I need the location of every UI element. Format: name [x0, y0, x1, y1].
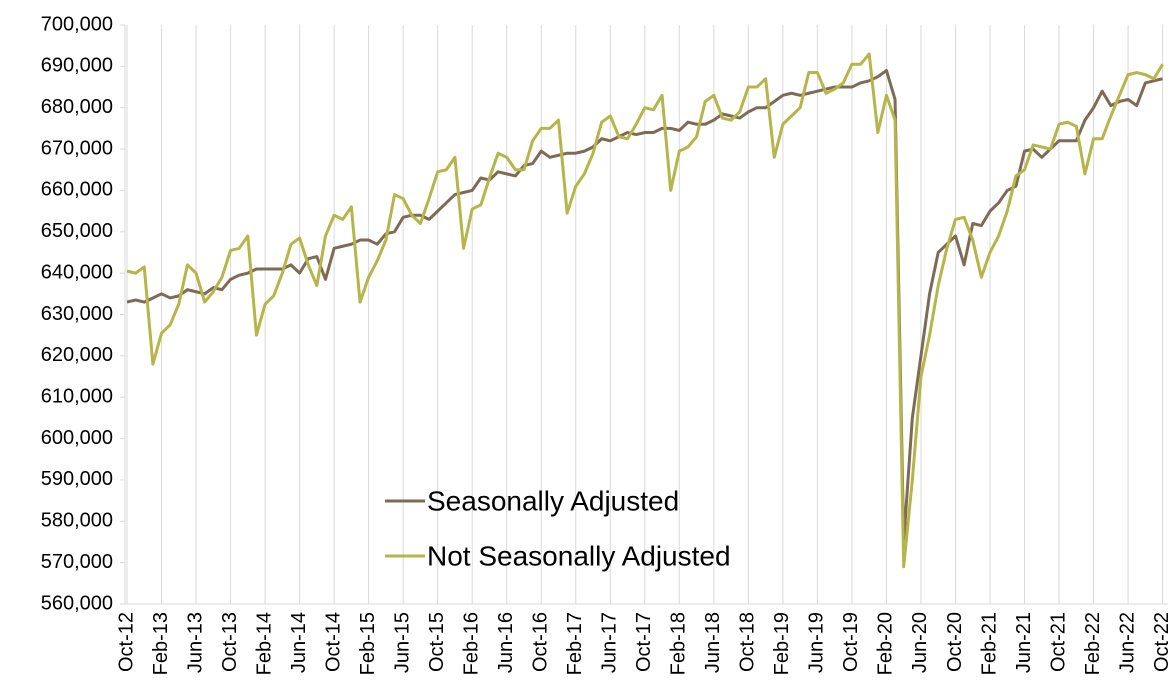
x-tick-label: Feb-17: [564, 612, 586, 675]
y-tick-label: 560,000: [41, 592, 113, 614]
x-tick-label: Oct-14: [322, 612, 344, 672]
y-tick-label: 690,000: [41, 55, 113, 77]
x-tick-label: Oct-17: [633, 612, 655, 672]
y-tick-label: 650,000: [41, 220, 113, 242]
legend-label: Seasonally Adjusted: [427, 485, 679, 516]
series-line: [126, 52, 1164, 569]
x-tick-label: Oct-15: [426, 612, 448, 672]
y-tick-label: 610,000: [41, 385, 113, 407]
x-tick-label: Oct-21: [1047, 612, 1069, 672]
x-tick-label: Oct-12: [115, 612, 137, 672]
y-tick-label: 680,000: [41, 96, 113, 118]
x-tick-label: Feb-14: [253, 612, 275, 675]
x-tick-label: Jun-21: [1013, 612, 1035, 673]
x-tick-label: Feb-19: [771, 612, 793, 675]
y-tick-label: 660,000: [41, 179, 113, 201]
y-tick-label: 580,000: [41, 510, 113, 532]
y-tick-label: 590,000: [41, 468, 113, 490]
x-tick-label: Oct-18: [737, 612, 759, 672]
x-tick-label: Jun-14: [288, 612, 310, 673]
x-tick-label: Feb-21: [978, 612, 1000, 675]
x-tick-label: Jun-17: [599, 612, 621, 673]
x-tick-label: Jun-19: [806, 612, 828, 673]
x-tick-label: Oct-16: [530, 612, 552, 672]
x-tick-label: Feb-20: [875, 612, 897, 675]
y-tick-label: 600,000: [41, 427, 113, 449]
x-tick-label: Jun-15: [391, 612, 413, 673]
x-tick-label: Feb-22: [1082, 612, 1104, 675]
x-tick-label: Feb-16: [460, 612, 482, 675]
x-tick-label: Oct-19: [840, 612, 862, 672]
x-tick-label: Jun-22: [1116, 612, 1138, 673]
x-tick-label: Feb-15: [357, 612, 379, 675]
x-tick-label: Feb-13: [150, 612, 172, 675]
x-tick-label: Feb-18: [668, 612, 690, 675]
series-line: [126, 68, 1163, 544]
x-tick-label: Jun-20: [909, 612, 931, 673]
x-tick-label: Oct-13: [219, 612, 241, 672]
x-tick-label: Jun-18: [702, 612, 724, 673]
y-tick-label: 630,000: [41, 303, 113, 325]
x-tick-label: Jun-13: [184, 612, 206, 673]
x-tick-label: Oct-22: [1151, 612, 1168, 672]
y-tick-label: 640,000: [41, 261, 113, 283]
x-tick-label: Jun-16: [495, 612, 517, 673]
y-tick-label: 570,000: [41, 551, 113, 573]
y-tick-label: 700,000: [41, 13, 113, 35]
y-tick-label: 670,000: [41, 137, 113, 159]
legend-label: Not Seasonally Adjusted: [427, 540, 731, 571]
y-tick-label: 620,000: [41, 344, 113, 366]
x-tick-label: Oct-20: [944, 612, 966, 672]
